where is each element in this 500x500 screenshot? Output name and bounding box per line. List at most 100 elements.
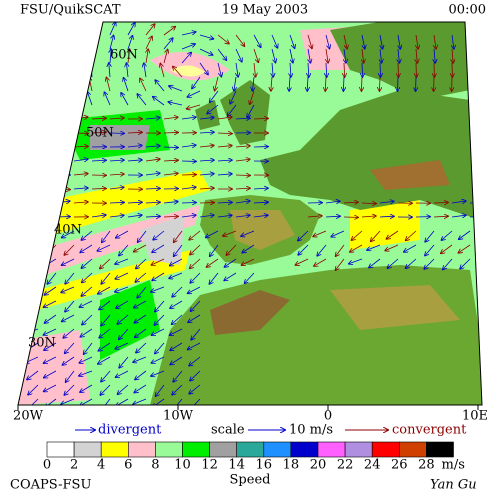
wind-arrow	[386, 230, 399, 239]
wind-arrow	[106, 77, 111, 92]
wind-arrow	[92, 49, 93, 64]
wind-arrow	[173, 370, 183, 382]
footer-right: Yan Gu	[430, 478, 477, 493]
wind-arrow	[44, 370, 57, 378]
wind-arrow	[331, 230, 345, 237]
wind-arrow	[217, 160, 232, 161]
colorbar-label: 12	[201, 458, 218, 473]
wind-arrow	[170, 356, 183, 365]
lon-label: 10W	[163, 409, 194, 424]
wind-arrow	[325, 34, 329, 49]
wind-arrow	[18, 286, 21, 295]
wind-arrow	[127, 145, 142, 147]
colorbar-label: 2	[70, 458, 78, 473]
colorbar-label: 26	[391, 458, 408, 473]
wind-arrow	[18, 244, 21, 257]
wind-arrow	[37, 131, 52, 133]
lat-label: 40N	[54, 223, 82, 238]
wind-arrow	[98, 342, 111, 351]
wind-arrow	[104, 92, 111, 106]
wind-arrow	[64, 384, 75, 395]
wind-arrow	[155, 342, 165, 354]
wind-arrow	[223, 230, 237, 236]
wind-arrow	[380, 48, 382, 63]
wind-arrow	[153, 398, 165, 405]
wind-arrow	[235, 118, 250, 119]
wind-arrow	[188, 342, 201, 349]
wind-arrow	[61, 286, 75, 292]
colorbar-label: 20	[310, 458, 327, 473]
wind-arrow	[307, 76, 308, 91]
wind-arrow	[245, 272, 255, 283]
wind-arrow	[199, 160, 214, 161]
wind-arrow	[242, 244, 255, 253]
wind-arrow	[124, 78, 129, 92]
wind-arrow	[136, 258, 147, 269]
wind-arrow	[117, 314, 129, 324]
wind-arrow	[173, 66, 183, 78]
wind-arrow	[79, 356, 93, 363]
wind-arrow	[217, 62, 221, 77]
wind-arrow	[199, 34, 213, 39]
wind-arrow	[37, 63, 38, 78]
wind-arrow	[65, 300, 75, 312]
wind-arrow	[19, 188, 34, 189]
wind-arrow	[127, 23, 135, 36]
wind-arrow	[37, 160, 52, 161]
wind-arrow	[235, 215, 250, 217]
colorbar-cell	[236, 441, 265, 458]
wind-arrow	[271, 76, 272, 91]
wind-arrow	[470, 34, 472, 49]
lon-label: 0	[324, 409, 332, 424]
wind-arrow	[441, 230, 453, 240]
wind-arrow	[73, 188, 88, 189]
wind-arrow	[135, 272, 147, 282]
wind-arrow	[55, 118, 70, 119]
wind-arrow	[115, 272, 129, 279]
wind-arrow	[163, 38, 173, 50]
wind-arrow	[234, 76, 236, 91]
wind-arrow	[210, 244, 219, 256]
wind-arrow	[174, 230, 183, 242]
colorbar-cell	[426, 441, 454, 458]
wind-arrow	[155, 300, 165, 312]
wind-arrow	[133, 356, 147, 362]
wind-arrow	[80, 328, 93, 337]
colorbar-cell	[128, 441, 156, 458]
wind-arrow	[82, 314, 93, 325]
wind-arrow	[163, 147, 178, 148]
wind-arrow	[174, 244, 183, 256]
wind-arrow	[97, 244, 111, 251]
wind-arrow	[65, 272, 75, 284]
wind-arrow	[91, 160, 106, 161]
wind-arrow	[181, 117, 196, 119]
wind-arrow	[109, 174, 124, 175]
wind-arrow	[91, 188, 106, 189]
wind-arrow	[127, 215, 142, 217]
wind-arrow	[189, 384, 201, 394]
colorbar-cell	[290, 441, 319, 458]
wind-arrow	[451, 201, 466, 203]
wind-arrow	[27, 370, 39, 380]
wind-arrow	[100, 258, 111, 269]
wind-arrow	[235, 188, 250, 189]
wind-arrow	[18, 356, 21, 365]
wind-arrow	[361, 34, 365, 49]
wind-arrow	[98, 286, 111, 294]
wind-arrow	[172, 384, 183, 395]
wind-arrow	[91, 35, 95, 50]
wind-arrow	[217, 117, 232, 119]
wind-arrow	[19, 22, 23, 36]
colorbar-cell	[46, 441, 75, 458]
wind-arrow	[163, 202, 178, 203]
wind-arrow	[336, 244, 345, 256]
wind-arrow	[241, 258, 255, 265]
wind-arrow	[335, 258, 345, 270]
legend-convergent: convergent	[392, 423, 467, 438]
wind-arrow	[188, 314, 201, 322]
wind-arrow	[110, 49, 111, 64]
wind-arrow	[73, 159, 88, 161]
wind-arrow	[61, 398, 75, 404]
wind-arrow	[116, 230, 129, 238]
